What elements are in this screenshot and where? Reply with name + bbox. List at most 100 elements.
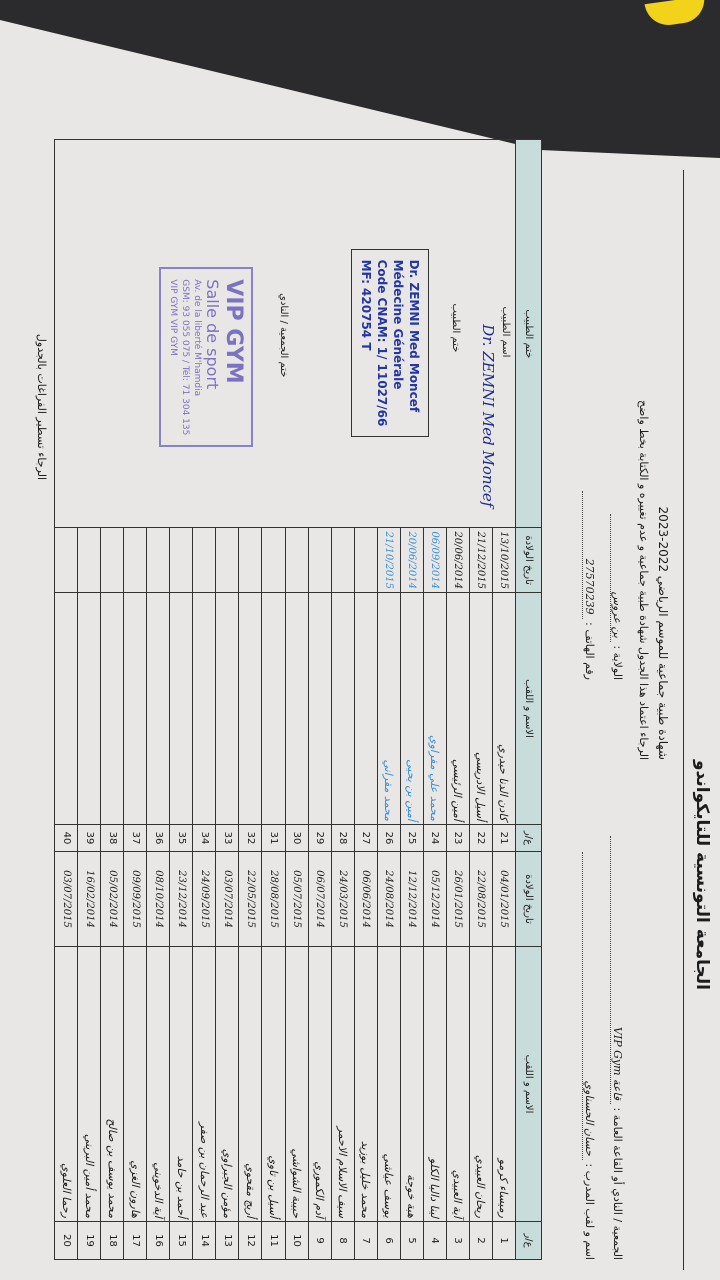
row-number: 27 [354, 824, 378, 852]
row-number: 5 [400, 1221, 424, 1260]
birth-date [215, 527, 239, 593]
state-value: بن عروس [610, 513, 624, 642]
row-number: 39 [77, 824, 101, 852]
phone-label: رقم الهاتف : [583, 622, 596, 680]
col-name: الاسم و اللقب [515, 946, 542, 1222]
yellow-object [644, 0, 708, 29]
row-number: 32 [238, 824, 262, 852]
doctor-stamp-mf: MF: 420754 T [359, 259, 373, 351]
birth-date: 24/03/2015 [331, 851, 355, 947]
birth-date [354, 527, 378, 593]
row-number: 2 [469, 1221, 493, 1260]
gym-stamp-address: Av. de la liberté M'hamdia [192, 279, 202, 397]
medical-certificate-document: الجامعة التونسية للتايكواندو شهادة طبية … [0, 130, 720, 1280]
doctor-stamp-cell: اسم الطبيب Dr. ZEMNI Med Moncef ختم الطب… [54, 139, 516, 528]
gym-stamp-type: Salle de sport [203, 279, 222, 390]
athlete-name: يوسف عياشي [377, 946, 401, 1222]
certificate-subtitle: شهادة طبية جماعية للموسم الرياضي 2022-20… [656, 506, 670, 760]
birth-date: 21/10/2015 [377, 527, 401, 593]
birth-date [238, 527, 262, 593]
athlete-name: عبد الرحمان بن صفر [192, 946, 216, 1222]
athlete-name: رميساء كرمو [492, 946, 516, 1222]
athlete-name [308, 592, 332, 825]
club-label: الجمعية / النادي أو القاعة العامة : [611, 1107, 624, 1260]
instruction-text: الرجاء اعتماد هذا الجدول شهادة طبية جماع… [637, 399, 650, 760]
doctor-stamp-label: ختم الطبيب [450, 303, 461, 353]
birth-date: 05/02/2014 [100, 851, 124, 947]
birth-date: 09/09/2015 [123, 851, 147, 947]
birth-date: 20/06/2014 [446, 527, 470, 593]
birth-date [77, 527, 101, 593]
birth-date [285, 527, 309, 593]
birth-date: 08/10/2014 [146, 851, 170, 947]
athlete-name: أسيل الادريسي [469, 592, 493, 825]
row-number: 23 [446, 824, 470, 852]
athlete-name [238, 592, 262, 825]
row-number: 22 [469, 824, 493, 852]
title-divider [683, 170, 684, 1270]
birth-date [192, 527, 216, 593]
birth-date: 26/01/2015 [446, 851, 470, 947]
row-number: 19 [77, 1221, 101, 1260]
athlete-name: محمد مقراني [377, 592, 401, 825]
athlete-name: رحما العلوي [54, 946, 78, 1222]
athlete-name: أريج مقحوي [238, 946, 262, 1222]
federation-title: الجامعة التونسية للتايكواندو [692, 759, 712, 990]
birth-date: 04/01/2015 [492, 851, 516, 947]
birth-date: 03/07/2015 [54, 851, 78, 947]
row-number: 17 [123, 1221, 147, 1260]
birth-date [169, 527, 193, 593]
col-number-2: ع/ر [515, 824, 542, 852]
athlete-name: سيف الاسلام الاحمر [331, 946, 355, 1222]
birth-date: 28/08/2015 [261, 851, 286, 947]
birth-date: 22/08/2015 [469, 851, 493, 947]
athlete-name: مؤمن الجبراوي [215, 946, 239, 1222]
athlete-name: كادن الدنا حيدري [492, 592, 516, 825]
athlete-name [100, 592, 124, 825]
athlete-name [285, 592, 309, 825]
athlete-name: أسيل بن تاوي [261, 946, 286, 1222]
athlete-name [146, 592, 170, 825]
row-number: 38 [100, 824, 124, 852]
col-birthdate-2: تاريخ الولادة [515, 527, 542, 593]
row-number: 14 [192, 1221, 216, 1260]
gym-stamp-phone: GSM: 93 055 075 / Tél: 71 304 135 [180, 279, 190, 436]
row-number: 12 [238, 1221, 262, 1260]
athlete-name: محمد خليل بوزيد [354, 946, 378, 1222]
doctor-name-label: اسم الطبيب [500, 306, 511, 358]
col-birthdate: تاريخ الولادة [515, 851, 542, 947]
club-field: الجمعية / النادي أو القاعة العامة : قاعة… [610, 836, 624, 1260]
athlete-name [54, 592, 78, 825]
club-value: قاعة VIP Gym [610, 836, 624, 1105]
phone-field: رقم الهاتف : 27570239 [582, 490, 596, 680]
athlete-name: حبيبة الشواشي [285, 946, 309, 1222]
row-number: 40 [54, 824, 78, 852]
row-number: 20 [54, 1221, 78, 1260]
row-number: 26 [377, 824, 401, 852]
doctor-signature: Dr. ZEMNI Med Moncef [479, 324, 497, 508]
athlete-name [331, 592, 355, 825]
col-doctor-stamp: ختم الطبيب [515, 139, 542, 528]
birth-date [100, 527, 124, 593]
doctor-stamp-name: Dr. ZEMNI Med Moncef [407, 259, 421, 413]
athlete-name [77, 592, 101, 825]
row-number: 3 [446, 1221, 470, 1260]
athlete-name: محمد أمين البريني [77, 946, 101, 1222]
gym-stamp-brand: VIP GYM [221, 279, 246, 384]
col-name-2: الاسم و اللقب [515, 592, 542, 825]
row-number: 11 [261, 1221, 286, 1260]
athlete-name: آية الدخويني [146, 946, 170, 1222]
athlete-name: هارون الغزي [123, 946, 147, 1222]
athlete-name: لينا داليا الكلو [423, 946, 447, 1222]
row-number: 7 [354, 1221, 378, 1260]
birth-date: 24/09/2015 [192, 851, 216, 947]
birth-date: 16/02/2014 [77, 851, 101, 947]
gym-stamp-social: VIP GYM VIP GYM [168, 279, 178, 356]
row-number: 8 [331, 1221, 355, 1260]
birth-date: 13/10/2015 [492, 527, 516, 593]
coach-value: حسان الحسناوي [582, 851, 596, 1160]
row-number: 4 [423, 1221, 447, 1260]
doctor-stamp: Dr. ZEMNI Med Moncef Médecine Générale C… [351, 248, 429, 438]
athlete-name [123, 592, 147, 825]
birth-date: 20/06/2014 [400, 527, 424, 593]
